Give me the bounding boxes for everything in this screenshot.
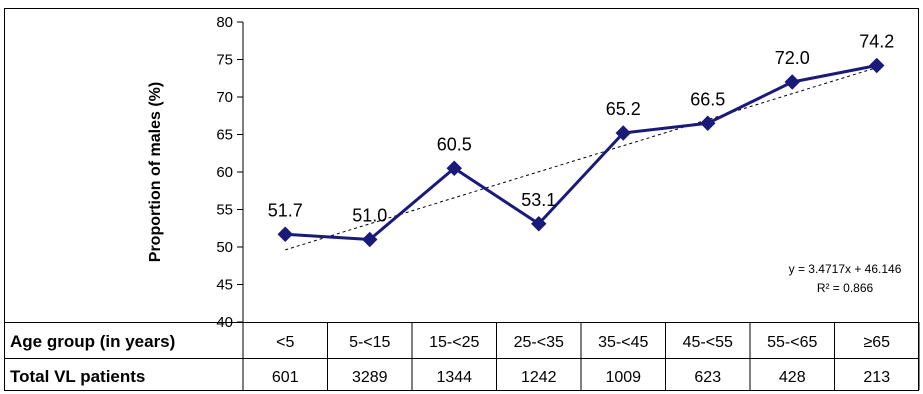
data-label-0: 51.7: [268, 200, 303, 220]
data-table: Age group (in years) Total VL patients <…: [4, 322, 920, 390]
table-row-header-total: Total VL patients: [10, 367, 145, 386]
y-tick-label: 60: [216, 164, 233, 181]
category-label-4: 35-<45: [598, 334, 648, 351]
data-point-3: [531, 216, 547, 232]
trendline-r-squared: R² = 0.866: [817, 281, 874, 295]
total-patients-2: 1344: [436, 369, 472, 386]
data-label-4: 65.2: [606, 99, 641, 119]
data-point-2: [446, 160, 462, 176]
total-patients-7: 213: [863, 369, 890, 386]
data-point-5: [700, 115, 716, 131]
y-tick-label: 75: [216, 52, 233, 69]
data-labels: 51.7 51.0 60.5 53.1 65.2 66.5 72.0 74.2: [268, 32, 895, 226]
data-point-7: [869, 57, 885, 74]
y-tick-label: 55: [216, 202, 233, 219]
data-point-1: [362, 231, 378, 248]
total-patients-6: 428: [779, 369, 806, 386]
data-point-4: [615, 125, 631, 141]
y-tick-label: 65: [216, 127, 233, 144]
total-patients-3: 1242: [521, 369, 557, 386]
total-patients-1: 3289: [352, 369, 388, 386]
y-tick-label: 45: [216, 277, 233, 294]
category-label-2: 15-<25: [429, 334, 479, 351]
category-label-6: 55-<65: [767, 334, 817, 351]
y-tick-label: 70: [216, 89, 233, 106]
data-point-6: [784, 74, 800, 90]
y-tick-label: 50: [216, 239, 233, 256]
y-axis-title: Proportion of males (%): [147, 82, 164, 262]
data-label-1: 51.0: [352, 206, 387, 226]
table-row-header-age: Age group (in years): [10, 332, 175, 351]
category-label-5: 45-<55: [683, 334, 733, 351]
data-markers: [277, 57, 885, 248]
category-label-1: 5-<15: [349, 334, 390, 351]
data-label-7: 74.2: [859, 32, 894, 52]
series-polyline: [285, 64, 878, 241]
data-label-3: 53.1: [521, 190, 556, 210]
category-label-3: 25-<35: [514, 334, 564, 351]
total-patients-4: 1009: [605, 369, 641, 386]
data-label-2: 60.5: [437, 134, 472, 154]
category-label-7: ≥65: [863, 334, 890, 351]
data-label-5: 66.5: [690, 89, 725, 109]
total-patients-0: 601: [272, 369, 299, 386]
total-patients-5: 623: [694, 369, 721, 386]
chart-frame: [4, 8, 919, 391]
data-label-6: 72.0: [775, 48, 810, 68]
trendline-equation: y = 3.4717x + 46.146: [789, 262, 902, 276]
category-label-0: <5: [276, 334, 294, 351]
data-point-0: [277, 226, 293, 242]
y-tick-label: 80: [216, 14, 233, 31]
trendline: [285, 67, 877, 251]
trendline-path: [285, 67, 877, 251]
series-line: [285, 64, 878, 241]
